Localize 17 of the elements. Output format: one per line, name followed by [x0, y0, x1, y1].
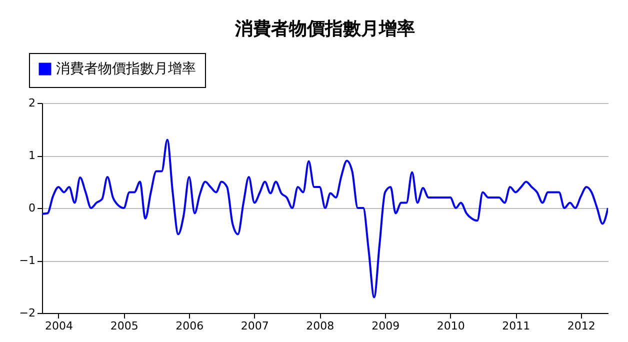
x-tick-label: 2006: [176, 320, 204, 332]
x-tick-label: 2004: [44, 320, 73, 332]
legend-label: 消費者物價指數月增率: [56, 61, 196, 77]
x-tick-label: 2012: [567, 320, 596, 332]
x-tick-label: 2005: [110, 320, 138, 332]
x-tick-label: 2009: [372, 320, 400, 332]
y-tick-label: −1: [19, 254, 36, 267]
y-tick-label: −2: [19, 306, 36, 320]
chart-title: 消費者物價指數月增率: [234, 18, 415, 40]
y-tick-label: 0: [28, 202, 36, 214]
x-tick-label: 2010: [436, 320, 465, 332]
y-tick-label: 2: [28, 96, 36, 110]
x-tick-label: 2011: [502, 320, 530, 332]
x-tick-label: 2008: [306, 320, 334, 332]
line-series: [42, 138, 608, 298]
x-tick-label: 2007: [240, 320, 269, 332]
y-tick-label: 1: [28, 149, 36, 162]
